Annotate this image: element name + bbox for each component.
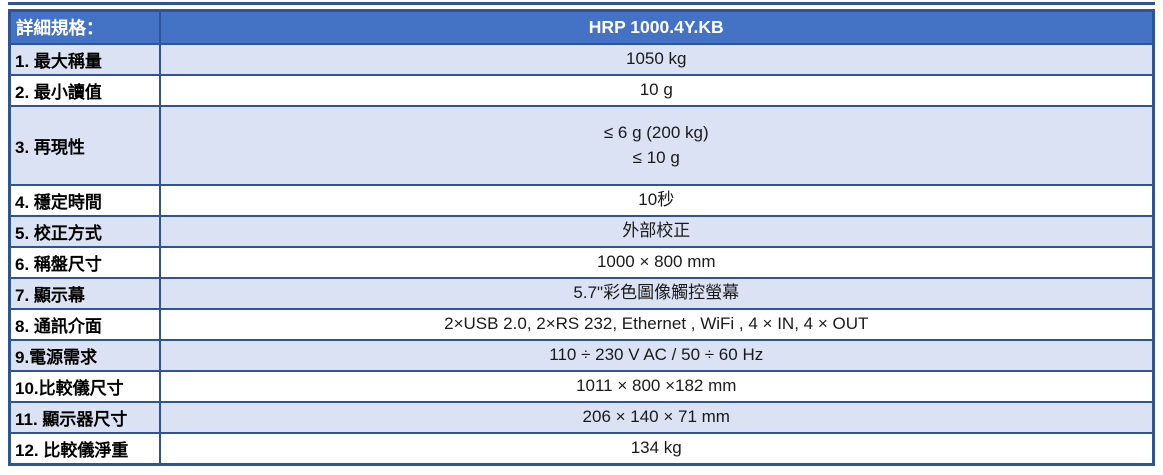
spec-value: 10秒 (158, 184, 1155, 217)
table-row: 1. 最大稱量 1050 kg (8, 43, 1155, 76)
spec-value: 1000 × 800 mm (158, 246, 1155, 279)
spec-value: 110 ÷ 230 V AC / 50 ÷ 60 Hz (158, 339, 1155, 372)
model-name: HRP 1000.4Y.KB (158, 9, 1155, 45)
table-row: 2. 最小讀值 10 g (8, 74, 1155, 107)
spec-label: 5. 校正方式 (8, 215, 161, 248)
spec-value: 2×USB 2.0, 2×RS 232, Ethernet , WiFi , 4… (158, 308, 1155, 341)
spec-value: ≤ 6 g (200 kg) ≤ 10 g (158, 105, 1155, 186)
table-row: 5. 校正方式 外部校正 (8, 215, 1155, 248)
spec-label: 1. 最大稱量 (8, 43, 161, 76)
spec-label: 11. 顯示器尺寸 (8, 401, 161, 434)
spec-value: 1050 kg (158, 43, 1155, 76)
spec-table: 詳細規格： HRP 1000.4Y.KB 1. 最大稱量 1050 kg 2. … (8, 9, 1155, 466)
spec-sheet-title: 詳細規格： (8, 9, 161, 45)
spec-label: 2. 最小讀值 (8, 74, 161, 107)
table-row: 11. 顯示器尺寸 206 × 140 × 71 mm (8, 401, 1155, 434)
spec-label: 9.電源需求 (8, 339, 161, 372)
spec-value: 134 kg (158, 432, 1155, 466)
top-divider (8, 2, 1155, 5)
header-row: 詳細規格： HRP 1000.4Y.KB (8, 9, 1155, 45)
table-row: 3. 再現性 ≤ 6 g (200 kg) ≤ 10 g (8, 105, 1155, 186)
table-row: 12. 比較儀淨重 134 kg (8, 432, 1155, 466)
table-row: 6. 稱盤尺寸 1000 × 800 mm (8, 246, 1155, 279)
spec-value: 外部校正 (158, 215, 1155, 248)
table-row: 7. 顯示幕 5.7"彩色圖像觸控螢幕 (8, 277, 1155, 310)
spec-value: 1011 × 800 ×182 mm (158, 370, 1155, 403)
spec-label: 4. 穩定時間 (8, 184, 161, 217)
spec-value: 5.7"彩色圖像觸控螢幕 (158, 277, 1155, 310)
table-row: 4. 穩定時間 10秒 (8, 184, 1155, 217)
table-row: 8. 通訊介面 2×USB 2.0, 2×RS 232, Ethernet , … (8, 308, 1155, 341)
spec-value: 10 g (158, 74, 1155, 107)
spec-label: 12. 比較儀淨重 (8, 432, 161, 466)
spec-value: 206 × 140 × 71 mm (158, 401, 1155, 434)
spec-sheet: 詳細規格： HRP 1000.4Y.KB 1. 最大稱量 1050 kg 2. … (8, 2, 1155, 466)
spec-label: 10.比較儀尺寸 (8, 370, 161, 403)
table-row: 9.電源需求 110 ÷ 230 V AC / 50 ÷ 60 Hz (8, 339, 1155, 372)
table-row: 10.比較儀尺寸 1011 × 800 ×182 mm (8, 370, 1155, 403)
spec-label: 7. 顯示幕 (8, 277, 161, 310)
spec-label: 8. 通訊介面 (8, 308, 161, 341)
spec-label: 6. 稱盤尺寸 (8, 246, 161, 279)
spec-label: 3. 再現性 (8, 105, 161, 186)
